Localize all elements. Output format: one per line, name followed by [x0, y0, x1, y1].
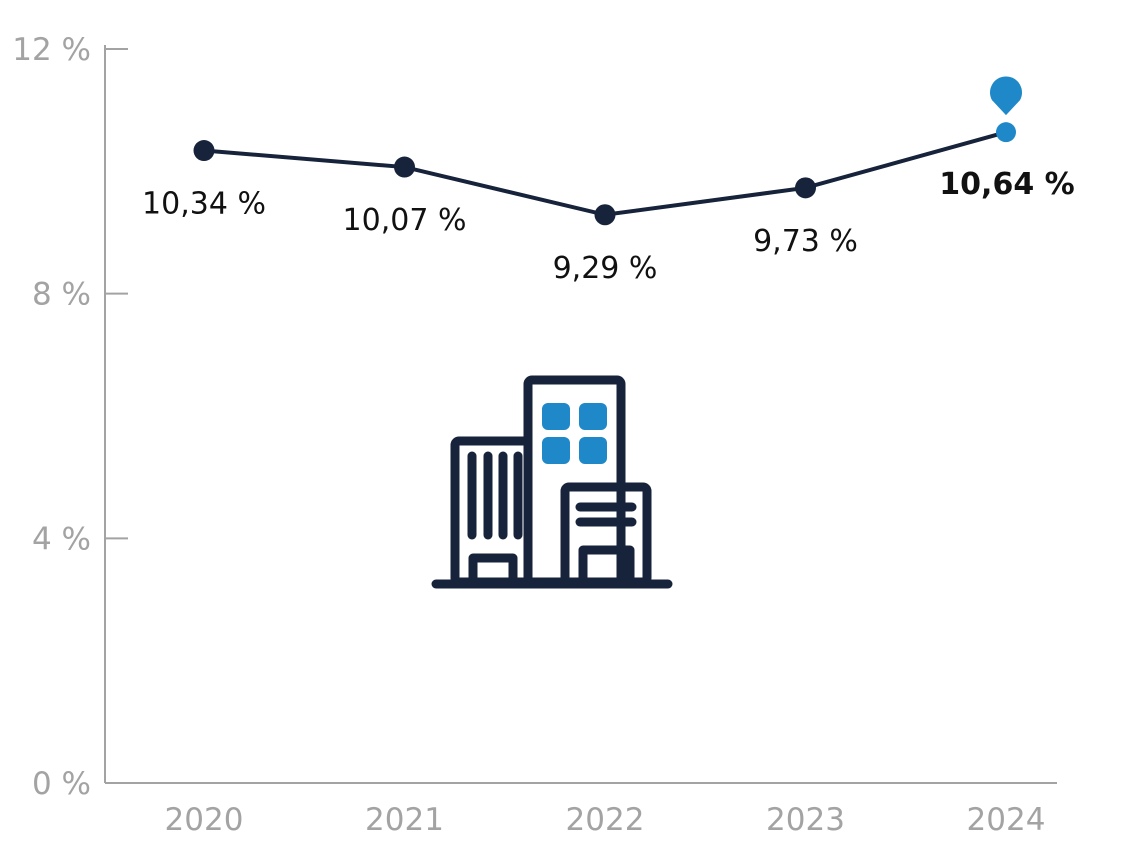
data-label: 9,29 % — [553, 251, 658, 286]
series-line — [203, 130, 1007, 217]
y-axis-ticks: 0 % 4 % 8 % 12 % — [12, 32, 128, 802]
y-tick-label: 12 % — [12, 32, 91, 68]
data-point — [193, 140, 215, 162]
data-point — [594, 204, 616, 226]
location-pin-icon — [990, 76, 1022, 116]
data-points — [193, 122, 1016, 226]
building-windows — [542, 403, 607, 464]
data-point — [795, 177, 816, 199]
data-label: 9,73 % — [753, 224, 858, 259]
x-tick-label: 2021 — [365, 802, 444, 838]
x-axis-ticks: 2020 2021 2022 2023 2024 — [165, 802, 1046, 838]
x-tick-label: 2024 — [967, 802, 1046, 838]
data-label: 10,34 % — [142, 187, 266, 222]
x-tick-label: 2022 — [566, 802, 645, 838]
data-labels: 10,34 % 10,07 % 9,29 % 9,73 % 10,64 % — [142, 167, 1075, 286]
y-tick-label: 8 % — [32, 277, 91, 313]
office-building-icon — [431, 375, 673, 589]
data-point — [394, 156, 415, 178]
data-point — [996, 122, 1016, 143]
y-tick-label: 0 % — [32, 766, 91, 802]
data-label: 10,64 % — [939, 167, 1074, 202]
data-label: 10,07 % — [343, 203, 467, 238]
y-tick-label: 4 % — [32, 521, 91, 557]
x-tick-label: 2020 — [165, 802, 244, 838]
x-tick-label: 2023 — [766, 802, 845, 838]
